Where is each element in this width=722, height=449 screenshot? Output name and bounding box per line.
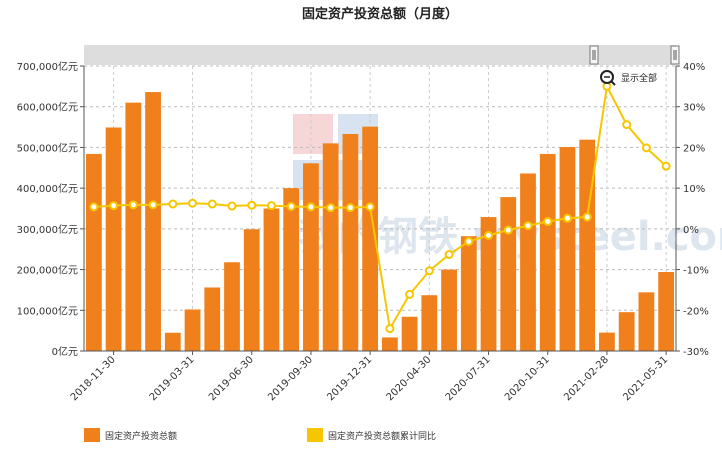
bar[interactable] bbox=[520, 173, 536, 351]
bar[interactable] bbox=[599, 332, 615, 351]
bar[interactable] bbox=[322, 143, 339, 351]
x-tick-label: 2019-03-31 bbox=[148, 354, 197, 403]
line-point[interactable] bbox=[148, 200, 158, 210]
scroller-handle-left[interactable] bbox=[589, 45, 599, 65]
x-tick-label: 2019-09-30 bbox=[266, 354, 315, 403]
line-point[interactable] bbox=[227, 201, 237, 211]
line-point[interactable] bbox=[128, 200, 138, 210]
bar[interactable] bbox=[579, 139, 596, 351]
bar[interactable] bbox=[362, 126, 379, 352]
bar[interactable] bbox=[421, 295, 438, 351]
y-tick-label-left: 200,000亿元 bbox=[17, 264, 78, 277]
y-tick-label-left: 600,000亿元 bbox=[17, 101, 78, 114]
line-point[interactable] bbox=[562, 213, 572, 223]
scroller-handle-right[interactable] bbox=[670, 45, 680, 65]
bar[interactable] bbox=[658, 272, 675, 351]
bar[interactable] bbox=[539, 153, 556, 351]
bar[interactable] bbox=[283, 188, 300, 351]
y-tick-label-right: 20% bbox=[683, 143, 705, 154]
y-tick-label-right: 0% bbox=[683, 225, 699, 236]
bar[interactable] bbox=[145, 92, 161, 352]
line-point[interactable] bbox=[641, 143, 651, 153]
line-point[interactable] bbox=[484, 230, 494, 240]
legend-swatch bbox=[307, 428, 323, 442]
line-point[interactable] bbox=[286, 201, 296, 211]
bar[interactable] bbox=[480, 217, 497, 351]
bar[interactable] bbox=[263, 208, 280, 352]
y-tick-label-right: -30% bbox=[683, 347, 709, 358]
x-tick-label: 2021-02-28 bbox=[562, 354, 611, 403]
legend-swatch bbox=[84, 428, 100, 442]
x-tick-label: 2018-11-30 bbox=[69, 354, 118, 403]
line-point[interactable] bbox=[306, 202, 316, 212]
line-point[interactable] bbox=[207, 199, 217, 209]
y-tick-label-left: 400,000亿元 bbox=[17, 182, 78, 195]
scroller-track[interactable] bbox=[84, 45, 676, 65]
y-tick-label-left: 300,000亿元 bbox=[17, 223, 78, 236]
range-scroller[interactable] bbox=[84, 45, 680, 65]
line-point[interactable] bbox=[109, 201, 119, 211]
y-tick-label-left: 0亿元 bbox=[52, 345, 78, 358]
bar[interactable] bbox=[618, 312, 635, 351]
x-tick-label: 2021-05-31 bbox=[621, 354, 670, 403]
line-point[interactable] bbox=[503, 225, 513, 235]
bar[interactable] bbox=[401, 316, 418, 351]
line-point[interactable] bbox=[326, 203, 336, 213]
legend: 固定资产投资总额 固定资产投资总额累计同比 bbox=[84, 428, 436, 442]
x-tick-label: 2020-10-31 bbox=[503, 354, 552, 403]
bar[interactable] bbox=[125, 102, 142, 352]
zoom-reset-button[interactable]: 显示全部 bbox=[600, 70, 657, 86]
zoom-reset-label: 显示全部 bbox=[621, 72, 657, 84]
y-tick-label-left: 500,000亿元 bbox=[17, 141, 78, 154]
bar[interactable] bbox=[381, 337, 398, 351]
y-tick-label-right: -10% bbox=[683, 266, 709, 277]
bar[interactable] bbox=[184, 309, 201, 351]
chart-title: 固定资产投资总额（月度） bbox=[302, 6, 458, 22]
legend-label[interactable]: 固定资产投资总额累计同比 bbox=[328, 430, 436, 442]
y-tick-label-right: 40% bbox=[683, 62, 705, 73]
legend-label[interactable]: 固定资产投资总额 bbox=[105, 430, 177, 442]
bar[interactable] bbox=[243, 229, 260, 351]
y-tick-label-left: 700,000亿元 bbox=[17, 60, 78, 73]
line-point[interactable] bbox=[247, 200, 257, 210]
line-point[interactable] bbox=[464, 236, 474, 246]
bar[interactable] bbox=[638, 292, 655, 351]
y-tick-label-right: -20% bbox=[683, 306, 709, 317]
line-point[interactable] bbox=[385, 324, 395, 334]
bar[interactable] bbox=[303, 163, 319, 351]
y-tick-label-left: 100,000亿元 bbox=[17, 304, 78, 317]
line-point[interactable] bbox=[444, 250, 454, 260]
line-point[interactable] bbox=[365, 202, 375, 212]
bar[interactable] bbox=[105, 127, 122, 351]
bar[interactable] bbox=[342, 133, 359, 351]
line-point[interactable] bbox=[582, 212, 592, 222]
line-point[interactable] bbox=[523, 221, 533, 231]
line-point[interactable] bbox=[345, 203, 355, 213]
line-point[interactable] bbox=[622, 120, 632, 130]
bar[interactable] bbox=[460, 236, 477, 351]
y-tick-label-right: 30% bbox=[683, 103, 705, 114]
x-tick-label: 2019-06-30 bbox=[207, 354, 256, 403]
bar[interactable] bbox=[441, 269, 457, 351]
line-point[interactable] bbox=[661, 161, 671, 171]
x-tick-label: 2020-07-31 bbox=[444, 354, 493, 403]
x-tick-label: 2020-04-30 bbox=[385, 354, 434, 403]
line-point[interactable] bbox=[543, 217, 553, 227]
bar[interactable] bbox=[164, 332, 181, 351]
line-point[interactable] bbox=[266, 201, 276, 211]
line-point[interactable] bbox=[405, 289, 415, 299]
y-tick-label-right: 10% bbox=[683, 184, 705, 195]
line-point[interactable] bbox=[424, 266, 434, 276]
bar[interactable] bbox=[224, 262, 240, 351]
bar[interactable] bbox=[500, 197, 517, 351]
line-point[interactable] bbox=[188, 198, 198, 208]
line-point[interactable] bbox=[168, 199, 178, 209]
line-point[interactable] bbox=[89, 202, 99, 212]
bar[interactable] bbox=[204, 287, 221, 351]
bar[interactable] bbox=[85, 153, 102, 351]
x-tick-label: 2019-12-31 bbox=[325, 354, 374, 403]
bar[interactable] bbox=[559, 147, 576, 351]
